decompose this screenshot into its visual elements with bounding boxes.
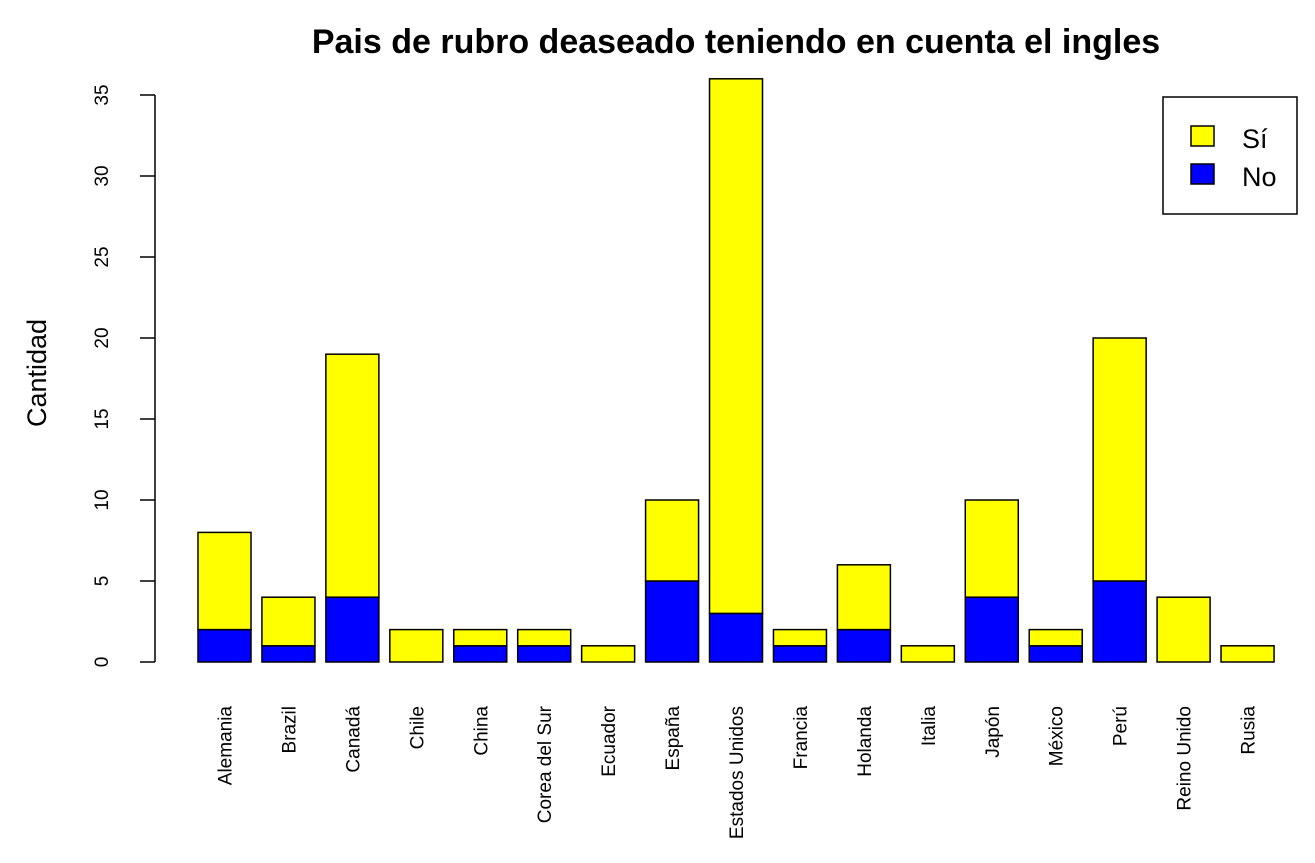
bar-segment-s- (453, 628, 508, 647)
x-tick-label: Rusia (1239, 706, 1260, 755)
bar-segment-no (836, 628, 892, 663)
x-tick-label: Corea del Sur (535, 705, 556, 823)
bar-segment-s- (900, 645, 956, 663)
legend-swatch (1190, 163, 1215, 185)
y-axis-label: Cantidad (22, 319, 52, 427)
bar-segment-s- (389, 628, 444, 663)
bar-segment-s- (836, 564, 892, 631)
x-axis-labels: Alemania Brazil Canadá Chile China Corea del … (216, 705, 1260, 839)
x-tick-label: China (471, 706, 492, 756)
bar-segment-s- (261, 596, 316, 647)
bar-segment-s- (197, 531, 252, 631)
bar-segment-s- (325, 353, 380, 598)
legend-label: No (1242, 162, 1277, 192)
x-tick-label: Brazil (279, 706, 300, 754)
y-tick-label: 15 (92, 408, 113, 429)
legend-box (1162, 96, 1298, 215)
x-tick-label: Francia (791, 706, 812, 770)
y-tick-label: 20 (92, 327, 113, 348)
bar-segment-no (516, 645, 572, 663)
bar-segment-no (261, 645, 316, 663)
x-tick-label: Italia (919, 706, 940, 747)
bar-segment-no (964, 596, 1020, 663)
y-tick-label: 35 (92, 84, 113, 105)
bar-segment-s- (644, 499, 700, 582)
bar-segment-no (708, 612, 764, 663)
legend: Sí No (1162, 96, 1298, 215)
bar-segment-no (644, 580, 700, 663)
bar-segment-s- (1092, 337, 1147, 582)
bar-segment-s- (708, 78, 764, 615)
y-tick-label: 0 (92, 657, 113, 668)
x-tick-label: Estados Unidos (727, 706, 748, 839)
x-tick-label: Reino Unido (1175, 706, 1196, 811)
x-tick-label: España (663, 706, 684, 771)
y-tick-label: 10 (92, 489, 113, 510)
bar-segment-s- (580, 645, 636, 663)
bar-segment-s- (1156, 596, 1211, 663)
bar-segment-no (197, 628, 252, 663)
x-tick-label: Canadá (343, 706, 364, 773)
x-tick-label: México (1047, 706, 1068, 766)
bar-segment-no (1028, 645, 1083, 663)
y-tick-label: 30 (92, 165, 113, 186)
y-tick-label: 5 (92, 576, 113, 587)
bar-segment-no (1092, 580, 1147, 663)
bar-segment-no (772, 645, 828, 663)
y-axis: 0 5 10 15 20 25 30 35 (92, 84, 156, 668)
bar-segment-s- (516, 628, 572, 647)
bar-segment-no (453, 645, 508, 663)
chart-title: Pais de rubro deaseado teniendo en cuent… (312, 23, 1160, 61)
bar-segment-s- (1220, 645, 1275, 663)
x-tick-label: Perú (1111, 706, 1132, 746)
x-tick-label: Alemania (216, 706, 237, 786)
bar-segment-s- (964, 499, 1020, 598)
legend-label: Sí (1242, 124, 1268, 154)
x-tick-label: Japón (983, 706, 1004, 758)
bar-segment-no (325, 596, 380, 663)
x-tick-label: Chile (407, 706, 428, 749)
bar-segment-s- (1028, 628, 1083, 647)
y-tick-label: 25 (92, 246, 113, 267)
bars (197, 78, 1275, 663)
bar-segment-s- (772, 628, 828, 647)
x-tick-label: Ecuador (599, 705, 620, 776)
legend-swatch (1190, 125, 1215, 147)
x-tick-label: Holanda (855, 706, 876, 777)
